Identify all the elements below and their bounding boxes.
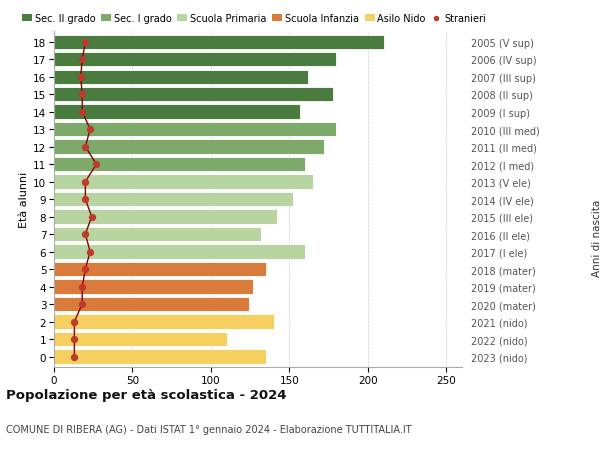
Bar: [54, 297, 248, 312]
Bar: [54, 157, 305, 172]
Bar: [54, 245, 305, 259]
Y-axis label: Età alunni: Età alunni: [19, 172, 29, 228]
Point: [77, 91, 87, 99]
Text: COMUNE DI RIBERA (AG) - Dati ISTAT 1° gennaio 2024 - Elaborazione TUTTITALIA.IT: COMUNE DI RIBERA (AG) - Dati ISTAT 1° ge…: [6, 425, 412, 435]
Bar: [54, 315, 274, 329]
Point: [85, 126, 95, 134]
Point: [80, 266, 90, 273]
Text: Anni di nascita: Anni di nascita: [592, 200, 600, 277]
Bar: [54, 210, 277, 224]
Bar: [54, 227, 261, 242]
Legend: Sec. II grado, Sec. I grado, Scuola Primaria, Scuola Infanzia, Asilo Nido, Stran: Sec. II grado, Sec. I grado, Scuola Prim…: [22, 14, 486, 24]
Point: [77, 301, 87, 308]
Point: [80, 39, 90, 46]
Point: [80, 179, 90, 186]
Bar: [54, 262, 266, 277]
Point: [76, 74, 85, 81]
Bar: [54, 140, 324, 155]
Point: [70, 318, 79, 325]
Point: [77, 109, 87, 116]
Point: [87, 213, 97, 221]
Bar: [54, 123, 337, 137]
Point: [80, 144, 90, 151]
Bar: [54, 35, 383, 50]
Point: [70, 336, 79, 343]
Bar: [54, 192, 293, 207]
Point: [80, 196, 90, 203]
Bar: [54, 53, 337, 67]
Bar: [54, 332, 227, 347]
Point: [80, 231, 90, 238]
Text: Popolazione per età scolastica - 2024: Popolazione per età scolastica - 2024: [6, 388, 287, 401]
Bar: [54, 350, 266, 364]
Bar: [54, 105, 301, 119]
Bar: [54, 280, 253, 294]
Point: [77, 283, 87, 291]
Point: [70, 353, 79, 360]
Bar: [54, 70, 308, 84]
Point: [85, 248, 95, 256]
Bar: [54, 88, 334, 102]
Point: [77, 56, 87, 64]
Point: [92, 161, 101, 168]
Bar: [54, 175, 313, 190]
